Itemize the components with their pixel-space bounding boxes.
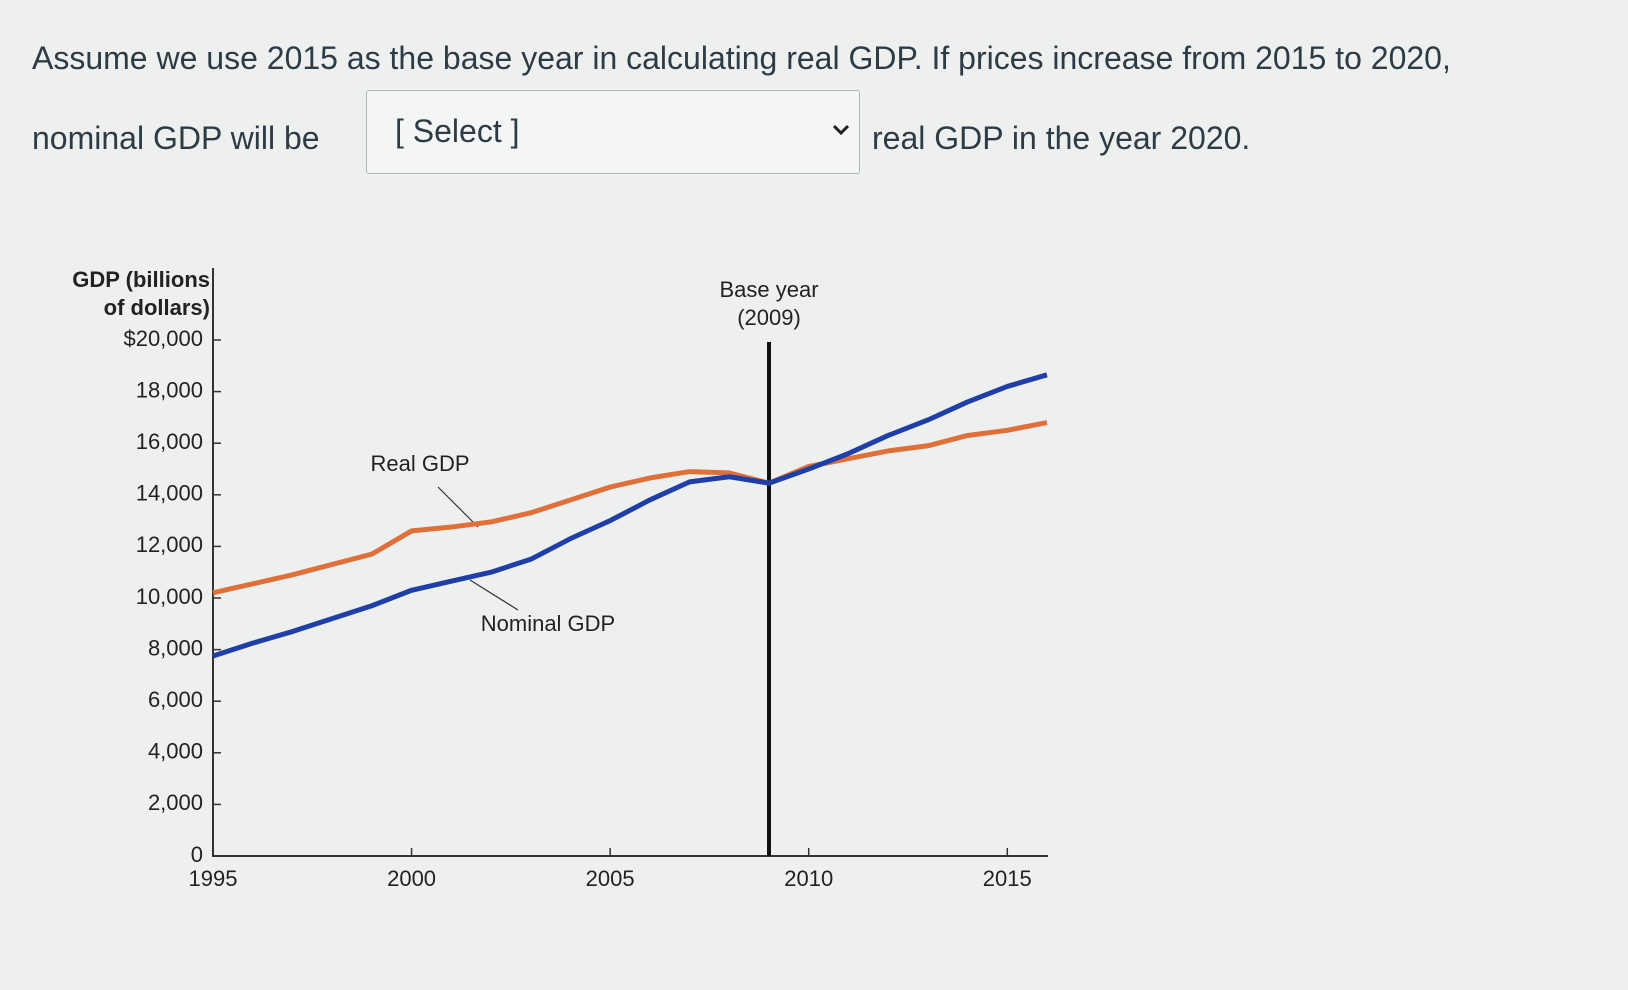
series-label: Real GDP <box>370 451 469 476</box>
y-tick-label: 14,000 <box>136 481 203 506</box>
y-tick-label: 6,000 <box>148 687 203 712</box>
x-tick-label: 2010 <box>784 866 833 891</box>
series-label: Nominal GDP <box>481 611 615 636</box>
select-placeholder: [ Select ] <box>395 113 520 149</box>
series-line <box>212 372 1048 659</box>
y-tick-label: $20,000 <box>123 326 203 351</box>
x-tick-label: 1995 <box>189 866 238 891</box>
x-tick-label: 2000 <box>387 866 436 891</box>
series-line <box>212 420 1048 596</box>
y-tick-label: 2,000 <box>148 790 203 815</box>
x-tick-label: 2005 <box>586 866 635 891</box>
answer-select[interactable]: [ Select ] <box>366 90 860 174</box>
y-tick-label: 4,000 <box>148 739 203 764</box>
dropdown-arrow <box>832 124 850 136</box>
y-tick-label: 12,000 <box>136 532 203 557</box>
y-tick-label: 16,000 <box>136 429 203 454</box>
y-tick-label: 10,000 <box>136 584 203 609</box>
y-tick-label: 8,000 <box>148 635 203 660</box>
y-tick-label: 0 <box>191 842 203 867</box>
question-text: nominal GDP will be <box>32 120 320 156</box>
question-text: real GDP in the year 2020. <box>872 120 1251 156</box>
y-tick-label: 18,000 <box>136 377 203 402</box>
x-tick-label: 2015 <box>983 866 1032 891</box>
question-text: Assume we use 2015 as the base year in c… <box>32 40 1451 76</box>
y-axis-label: GDP (billions of dollars) <box>72 267 210 320</box>
leader-line <box>469 579 519 611</box>
annotation-label: Base year (2009) <box>719 277 819 330</box>
leader-line <box>437 486 479 528</box>
